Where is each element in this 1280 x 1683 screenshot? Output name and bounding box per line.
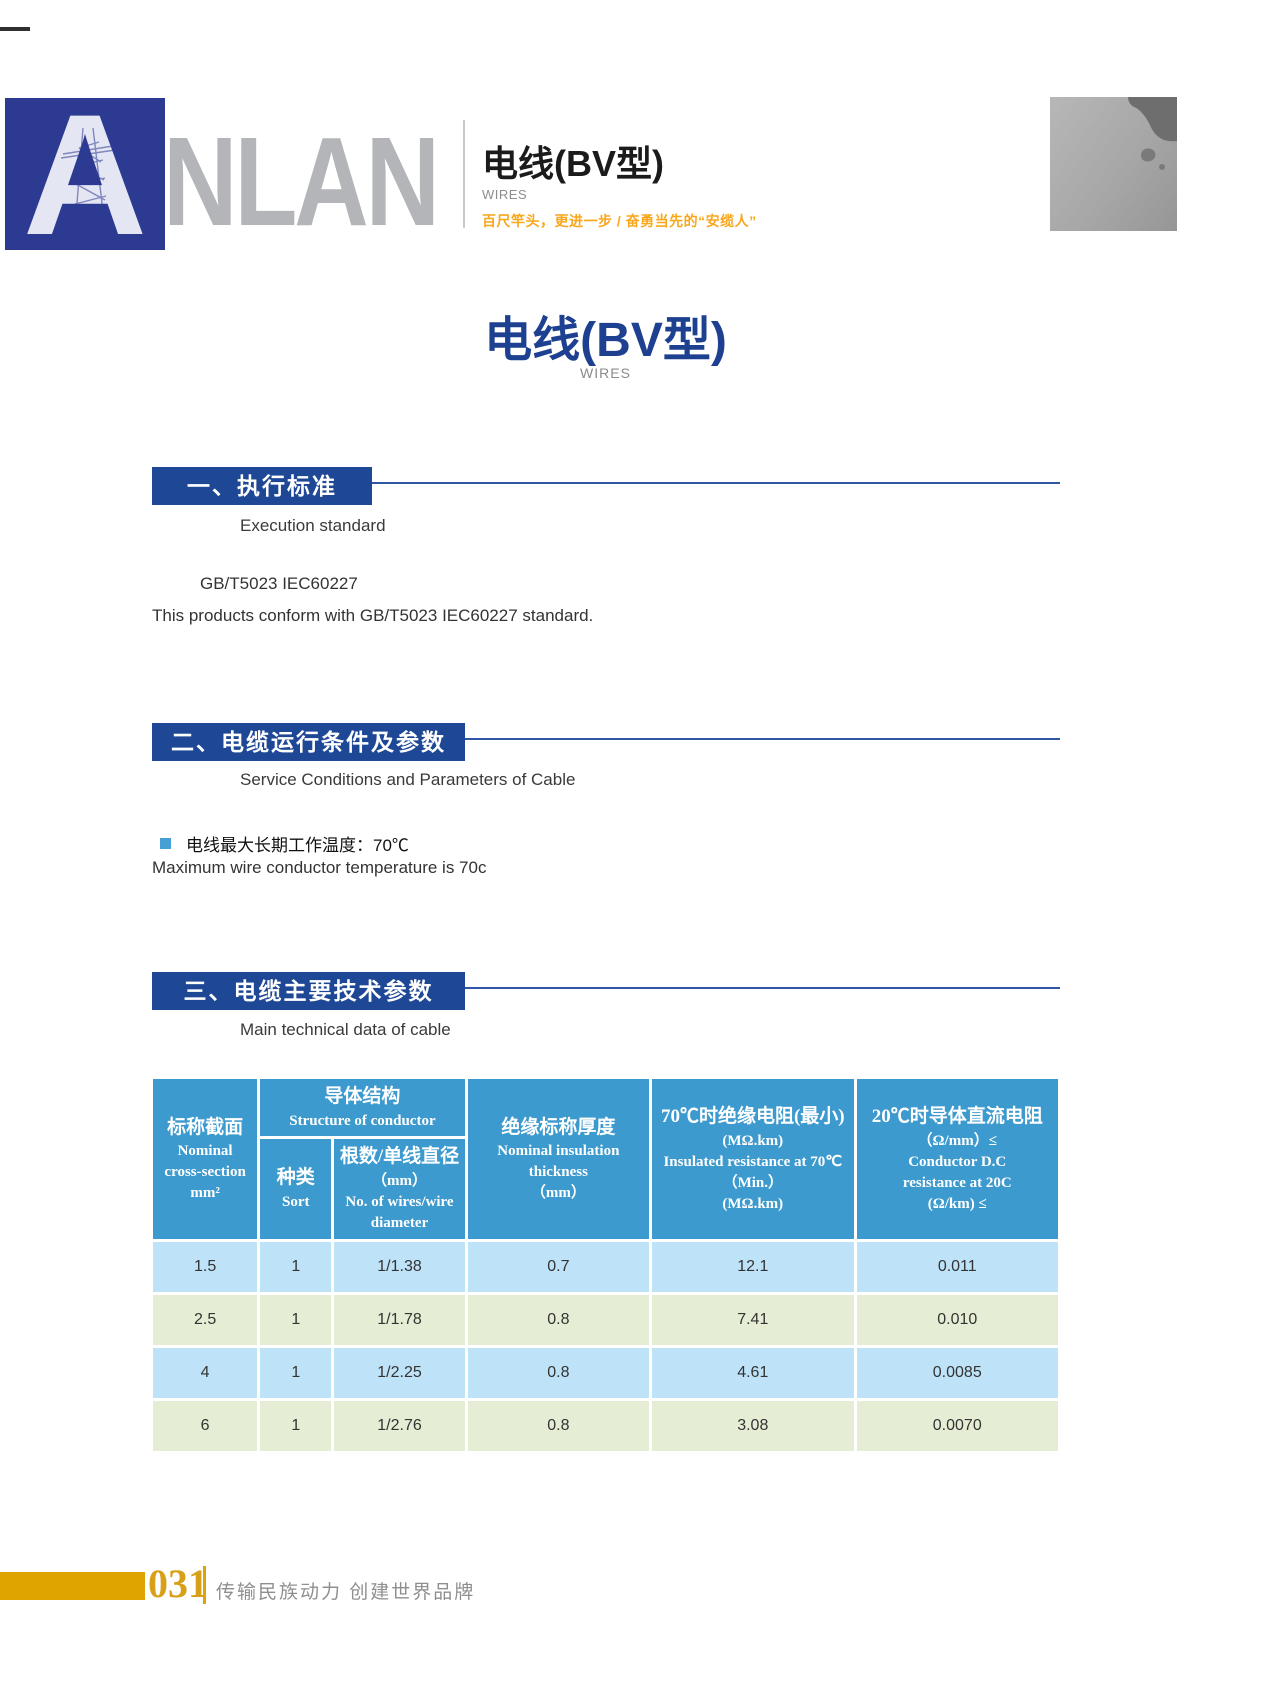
section-2-subheading: Service Conditions and Parameters of Cab…: [240, 770, 576, 789]
brand-logo: A: [5, 98, 165, 250]
footer-divider: [203, 1566, 206, 1604]
cell-wires: 1/2.25: [334, 1347, 465, 1398]
col-header-insulated-resistance: 70℃时绝缘电阻(最小) (MΩ.km) Insulated resistanc…: [652, 1079, 854, 1239]
header-divider: [463, 120, 465, 228]
logo-letter-a: A: [22, 98, 148, 250]
header-product-subtitle: WIRES: [482, 186, 528, 202]
technical-data-table: 标称截面 Nominal cross-section mm² 导体结构 Stru…: [150, 1076, 1061, 1454]
section-3-heading-row: 三、电缆主要技术参数: [152, 972, 1060, 1010]
section-1-rule: [372, 482, 1060, 484]
cell-wires: 1/1.78: [334, 1294, 465, 1345]
footer-slogan: 传输民族动力 创建世界品牌: [216, 1582, 476, 1603]
logo-text: NLAN: [163, 111, 440, 252]
section-2-rule: [465, 738, 1060, 740]
standard-codes: GB/T5023 IEC60227: [200, 574, 358, 593]
col-header-conductor-group: 导体结构 Structure of conductor: [260, 1079, 465, 1136]
page-number: 031: [148, 1561, 208, 1606]
map-shape-icon: [1128, 97, 1177, 170]
cell-insulation: 0.7: [467, 1241, 650, 1292]
cell-dc-resistance: 0.0085: [856, 1347, 1058, 1398]
cell-nominal: 4: [153, 1347, 258, 1398]
header-tagline: 百尺竿头，更进一步 / 奋勇当先的“安缆人”: [482, 212, 757, 229]
col-header-insulation: 绝缘标称厚度 Nominal insulation thickness （mm）: [467, 1079, 650, 1239]
cell-dc-resistance: 0.0070: [856, 1400, 1058, 1451]
col-header-sort: 种类 Sort: [260, 1138, 332, 1239]
map-image: [1050, 97, 1177, 231]
section-2-heading: 二、电缆运行条件及参数: [152, 723, 465, 761]
cell-nominal: 1.5: [153, 1241, 258, 1292]
cell-nominal: 6: [153, 1400, 258, 1451]
cell-insulation: 0.8: [467, 1400, 650, 1451]
table-row: 1.5 1 1/1.38 0.7 12.1 0.011: [153, 1241, 1058, 1292]
header-title-block: 电线(BV型) WIRES 百尺竿头，更进一步 / 奋勇当先的“安缆人”: [482, 144, 902, 231]
col-header-nominal: 标称截面 Nominal cross-section mm²: [153, 1079, 258, 1239]
max-temperature-en: Maximum wire conductor temperature is 70…: [152, 858, 487, 877]
section-3-rule: [465, 987, 1060, 989]
cell-insulation: 0.8: [467, 1347, 650, 1398]
cell-sort: 1: [260, 1347, 332, 1398]
cell-insulated-resistance: 3.08: [652, 1400, 854, 1451]
cell-sort: 1: [260, 1400, 332, 1451]
cell-dc-resistance: 0.011: [856, 1241, 1058, 1292]
cell-sort: 1: [260, 1241, 332, 1292]
section-2-heading-row: 二、电缆运行条件及参数: [152, 723, 1060, 761]
section-1-subheading: Execution standard: [240, 516, 386, 535]
cell-dc-resistance: 0.010: [856, 1294, 1058, 1345]
cell-sort: 1: [260, 1294, 332, 1345]
col-header-wires-diameter: 根数/单线直径 （mm） No. of wires/wire diameter: [334, 1138, 465, 1239]
table-row: 4 1 1/2.25 0.8 4.61 0.0085: [153, 1347, 1058, 1398]
tower-sketch-icon: [60, 127, 116, 229]
bullet-square-icon: [160, 838, 171, 849]
table-row: 6 1 1/2.76 0.8 3.08 0.0070: [153, 1400, 1058, 1451]
standard-statement: This products conform with GB/T5023 IEC6…: [152, 606, 594, 625]
section-1-heading-row: 一、执行标准: [152, 467, 1060, 505]
cell-insulation: 0.8: [467, 1294, 650, 1345]
table-row: 2.5 1 1/1.78 0.8 7.41 0.010: [153, 1294, 1058, 1345]
cell-insulated-resistance: 4.61: [652, 1347, 854, 1398]
cell-insulated-resistance: 12.1: [652, 1241, 854, 1292]
max-temperature-zh: 电线最大长期工作温度：70℃: [186, 836, 409, 855]
cell-insulated-resistance: 7.41: [652, 1294, 854, 1345]
cell-wires: 1/2.76: [334, 1400, 465, 1451]
footer-gold-bar: [0, 1572, 145, 1600]
section-3-heading: 三、电缆主要技术参数: [152, 972, 465, 1010]
page-title: 电线(BV型): [484, 314, 727, 367]
section-3-subheading: Main technical data of cable: [240, 1020, 451, 1039]
cell-wires: 1/1.38: [334, 1241, 465, 1292]
header-product-title: 电线(BV型): [482, 143, 664, 184]
col-header-dc-resistance: 20℃时导体直流电阻 （Ω/mm）≤ Conductor D.C resista…: [856, 1079, 1058, 1239]
cell-nominal: 2.5: [153, 1294, 258, 1345]
crop-mark: [0, 27, 30, 31]
section-1-heading: 一、执行标准: [152, 467, 372, 505]
page-subtitle: WIRES: [580, 365, 631, 381]
